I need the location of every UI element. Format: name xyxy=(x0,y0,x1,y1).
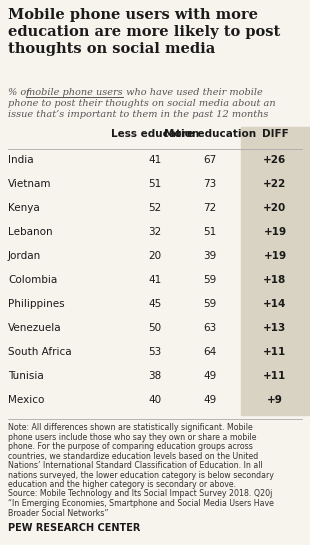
Text: 64: 64 xyxy=(203,347,217,357)
Text: “In Emerging Economies, Smartphone and Social Media Users Have: “In Emerging Economies, Smartphone and S… xyxy=(8,499,274,508)
Text: +20: +20 xyxy=(264,203,287,213)
Text: 40: 40 xyxy=(148,395,162,405)
Text: 41: 41 xyxy=(148,155,162,165)
Text: % of: % of xyxy=(8,88,33,97)
Text: issue that’s important to them in the past 12 months: issue that’s important to them in the pa… xyxy=(8,110,268,119)
Text: 45: 45 xyxy=(148,299,162,309)
Text: Broader Social Networks”: Broader Social Networks” xyxy=(8,508,108,518)
Text: Less education: Less education xyxy=(111,129,199,139)
Text: +26: +26 xyxy=(264,155,287,165)
Text: Mobile phone users with more
education are more likely to post
thoughts on socia: Mobile phone users with more education a… xyxy=(8,8,280,56)
Text: phone to post their thoughts on social media about an: phone to post their thoughts on social m… xyxy=(8,99,276,108)
Text: nations surveyed, the lower education category is below secondary: nations surveyed, the lower education ca… xyxy=(8,470,274,480)
Text: mobile phone users: mobile phone users xyxy=(26,88,123,97)
Text: Philippines: Philippines xyxy=(8,299,64,309)
Text: countries, we standardize education levels based on the United: countries, we standardize education leve… xyxy=(8,451,258,461)
Text: +19: +19 xyxy=(264,227,286,237)
Text: 49: 49 xyxy=(203,371,217,381)
Text: 59: 59 xyxy=(203,275,217,285)
Text: South Africa: South Africa xyxy=(8,347,72,357)
Text: +13: +13 xyxy=(264,323,287,333)
Text: 72: 72 xyxy=(203,203,217,213)
Text: who have used their mobile: who have used their mobile xyxy=(123,88,263,97)
Text: 41: 41 xyxy=(148,275,162,285)
Text: Jordan: Jordan xyxy=(8,251,41,261)
Text: DIFF: DIFF xyxy=(262,129,288,139)
Text: +19: +19 xyxy=(264,251,286,261)
Text: phone. For the purpose of comparing education groups across: phone. For the purpose of comparing educ… xyxy=(8,442,253,451)
Text: 20: 20 xyxy=(148,251,162,261)
Text: Vietnam: Vietnam xyxy=(8,179,51,189)
Text: 39: 39 xyxy=(203,251,217,261)
Text: Colombia: Colombia xyxy=(8,275,57,285)
Text: Tunisia: Tunisia xyxy=(8,371,44,381)
Text: 50: 50 xyxy=(148,323,162,333)
Text: +11: +11 xyxy=(264,347,287,357)
Text: Kenya: Kenya xyxy=(8,203,40,213)
Text: Nations’ International Standard Classification of Education. In all: Nations’ International Standard Classifi… xyxy=(8,461,263,470)
Text: +11: +11 xyxy=(264,371,287,381)
Text: 63: 63 xyxy=(203,323,217,333)
Text: 51: 51 xyxy=(148,179,162,189)
Text: 49: 49 xyxy=(203,395,217,405)
Text: Lebanon: Lebanon xyxy=(8,227,53,237)
Text: 67: 67 xyxy=(203,155,217,165)
Text: 73: 73 xyxy=(203,179,217,189)
Text: +9: +9 xyxy=(267,395,283,405)
Text: Source: Mobile Technology and Its Social Impact Survey 2018. Q20j: Source: Mobile Technology and Its Social… xyxy=(8,489,272,499)
Text: Venezuela: Venezuela xyxy=(8,323,62,333)
Text: Note: All differences shown are statistically significant. Mobile: Note: All differences shown are statisti… xyxy=(8,423,253,432)
Text: +18: +18 xyxy=(264,275,287,285)
Text: education and the higher category is secondary or above.: education and the higher category is sec… xyxy=(8,480,236,489)
Text: 38: 38 xyxy=(148,371,162,381)
Text: 53: 53 xyxy=(148,347,162,357)
Text: +22: +22 xyxy=(264,179,287,189)
Bar xyxy=(241,127,310,415)
Text: PEW RESEARCH CENTER: PEW RESEARCH CENTER xyxy=(8,523,140,533)
Text: phone users include those who say they own or share a mobile: phone users include those who say they o… xyxy=(8,433,256,441)
Text: +14: +14 xyxy=(263,299,287,309)
Text: 52: 52 xyxy=(148,203,162,213)
Text: India: India xyxy=(8,155,33,165)
Text: 32: 32 xyxy=(148,227,162,237)
Text: More education: More education xyxy=(164,129,256,139)
Text: Mexico: Mexico xyxy=(8,395,44,405)
Text: 59: 59 xyxy=(203,299,217,309)
Text: 51: 51 xyxy=(203,227,217,237)
